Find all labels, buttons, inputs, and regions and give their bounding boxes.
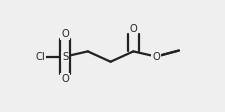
- Text: O: O: [129, 24, 137, 34]
- Text: S: S: [62, 52, 68, 62]
- Text: Cl: Cl: [35, 52, 45, 62]
- Text: O: O: [61, 29, 69, 39]
- Text: O: O: [152, 52, 159, 62]
- Text: O: O: [61, 74, 69, 84]
